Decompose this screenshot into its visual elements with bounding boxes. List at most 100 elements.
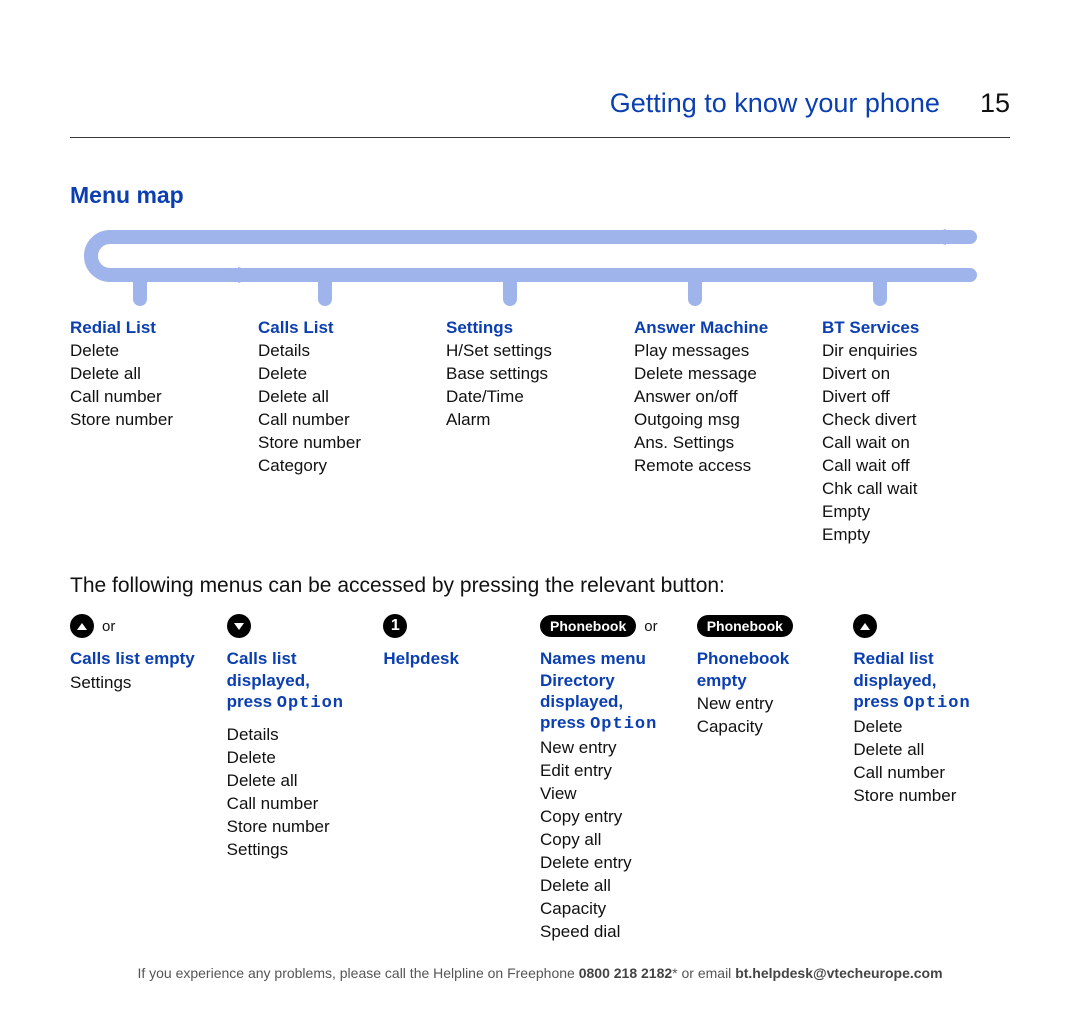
menu-item: Delete all: [70, 363, 258, 386]
menu-item: Divert off: [822, 386, 1010, 409]
sub-title: Phonebook: [697, 648, 854, 669]
menu-item: H/Set settings: [446, 340, 634, 363]
col-title: BT Services: [822, 318, 1010, 338]
menu-item: Call number: [853, 762, 1010, 785]
menu-item: Call number: [227, 793, 384, 816]
menu-item: Delete all: [853, 739, 1010, 762]
sub-title: Calls list: [227, 648, 384, 669]
menu-item: Play messages: [634, 340, 822, 363]
menu-item: Dir enquiries: [822, 340, 1010, 363]
bcol-redial-displayed: Redial list displayed, press Option Dele…: [853, 612, 1010, 943]
chapter-title: Getting to know your phone: [610, 88, 940, 119]
menu-item: Delete: [853, 716, 1010, 739]
menu-item: Call number: [70, 386, 258, 409]
phonebook-key-icon: Phonebook: [540, 615, 636, 637]
menu-item: Details: [227, 724, 384, 747]
menu-item: Delete: [258, 363, 446, 386]
menu-item: New entry: [697, 693, 854, 716]
menu-item: Call wait on: [822, 432, 1010, 455]
menu-item: Call number: [258, 409, 446, 432]
menu-item: Ans. Settings: [634, 432, 822, 455]
menu-item: Capacity: [540, 898, 697, 921]
section-title: Menu map: [70, 182, 1010, 209]
col-title: Calls List: [258, 318, 446, 338]
menu-item: Delete: [227, 747, 384, 770]
col-title: Answer Machine: [634, 318, 822, 338]
menu-item: Check divert: [822, 409, 1010, 432]
col-title: Redial List: [70, 318, 258, 338]
bcol-helpdesk: 1 Helpdesk: [383, 612, 540, 943]
page-number: 15: [980, 88, 1010, 119]
or-label: or: [102, 618, 115, 635]
page-header: Getting to know your phone 15: [70, 0, 1010, 138]
menu-item: Category: [258, 455, 446, 478]
bcol-phonebook-empty: Phonebook Phonebook empty New entry Capa…: [697, 612, 854, 943]
up-key-icon: [70, 614, 94, 638]
col-bt-services: BT Services Dir enquiries Divert on Dive…: [822, 318, 1010, 546]
col-answer-machine: Answer Machine Play messages Delete mess…: [634, 318, 822, 546]
bottom-menu-grid: or Calls list empty Settings Calls list …: [70, 612, 1010, 943]
bcol-calls-empty: or Calls list empty Settings: [70, 612, 227, 943]
sub-title: Names menu: [540, 648, 697, 669]
sub-title: displayed,: [540, 691, 697, 712]
menu-item: Divert on: [822, 363, 1010, 386]
menu-item: Delete all: [258, 386, 446, 409]
menu-item: Store number: [853, 785, 1010, 808]
menu-item: Empty: [822, 524, 1010, 547]
up-key-icon: [853, 614, 877, 638]
down-key-icon: [227, 614, 251, 638]
menu-item: View: [540, 783, 697, 806]
one-key-icon: 1: [383, 614, 407, 638]
menu-item: Delete message: [634, 363, 822, 386]
menu-item: Details: [258, 340, 446, 363]
menu-item: Alarm: [446, 409, 634, 432]
sub-title: empty: [697, 670, 854, 691]
menu-item: Chk call wait: [822, 478, 1010, 501]
menu-item: Call wait off: [822, 455, 1010, 478]
menu-item: Capacity: [697, 716, 854, 739]
menu-item: Settings: [70, 672, 227, 695]
menu-item: Outgoing msg: [634, 409, 822, 432]
footer-text: * or email: [672, 965, 735, 981]
menu-item: Empty: [822, 501, 1010, 524]
menu-item: Store number: [227, 816, 384, 839]
top-menu-grid: Redial List Delete Delete all Call numbe…: [70, 318, 1010, 546]
phonebook-key-icon: Phonebook: [697, 615, 793, 637]
sub-title: displayed,: [853, 670, 1010, 691]
menu-item: Delete: [70, 340, 258, 363]
col-title: Settings: [446, 318, 634, 338]
page-footer: If you experience any problems, please c…: [0, 965, 1080, 981]
menu-item: Delete all: [227, 770, 384, 793]
menu-map-diagram: [70, 217, 1010, 307]
menu-item: New entry: [540, 737, 697, 760]
sub-title: Calls list empty: [70, 648, 227, 669]
menu-item: Delete entry: [540, 852, 697, 875]
or-label: or: [644, 618, 657, 635]
menu-item: Copy all: [540, 829, 697, 852]
sub-title: Helpdesk: [383, 648, 540, 669]
menu-item: Base settings: [446, 363, 634, 386]
col-calls-list: Calls List Details Delete Delete all Cal…: [258, 318, 446, 546]
menu-item: Delete all: [540, 875, 697, 898]
press-option: press Option: [853, 691, 1010, 714]
menu-item: Speed dial: [540, 921, 697, 944]
intro-text: The following menus can be accessed by p…: [70, 574, 1010, 598]
menu-item: Edit entry: [540, 760, 697, 783]
sub-title: displayed,: [227, 670, 384, 691]
press-option: press Option: [540, 712, 697, 735]
menu-item: Answer on/off: [634, 386, 822, 409]
sub-title: Redial list: [853, 648, 1010, 669]
col-settings: Settings H/Set settings Base settings Da…: [446, 318, 634, 546]
menu-item: Store number: [70, 409, 258, 432]
press-option: press Option: [227, 691, 384, 714]
menu-item: Settings: [227, 839, 384, 862]
sub-title: Directory: [540, 670, 697, 691]
col-redial-list: Redial List Delete Delete all Call numbe…: [70, 318, 258, 546]
helpline-phone: 0800 218 2182: [579, 965, 672, 981]
bcol-calls-displayed: Calls list displayed, press Option Detai…: [227, 612, 384, 943]
footer-text: If you experience any problems, please c…: [137, 965, 578, 981]
menu-item: Date/Time: [446, 386, 634, 409]
bcol-names-directory: Phonebook or Names menu Directory displa…: [540, 612, 697, 943]
menu-item: Store number: [258, 432, 446, 455]
menu-item: Remote access: [634, 455, 822, 478]
